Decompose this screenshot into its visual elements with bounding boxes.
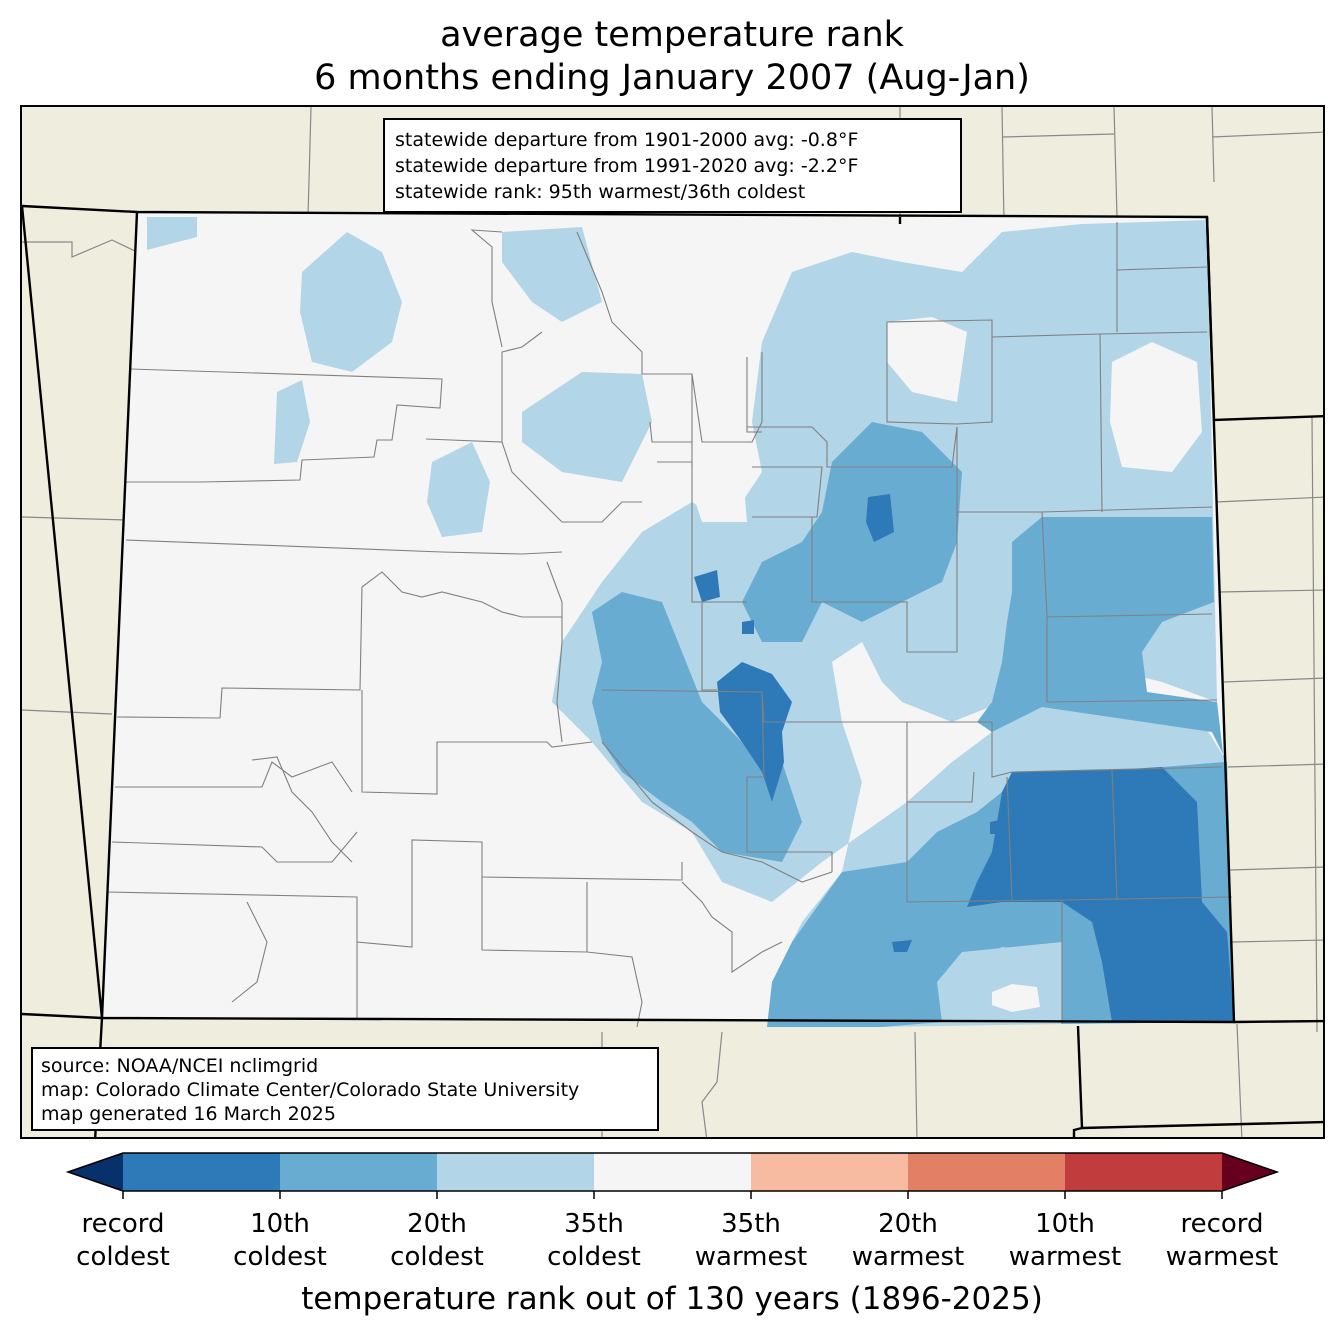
neighbor-state-lines — [22, 107, 1323, 1137]
tick-label-line2: coldest — [76, 1242, 170, 1272]
colorbar-tick-label: 20th coldest — [357, 1208, 517, 1274]
colorbar-tick-label: record coldest — [43, 1208, 203, 1274]
tick-label-line1: 20th — [878, 1209, 938, 1239]
colorbar-tick-label: 10th warmest — [985, 1208, 1145, 1274]
colorbar-bin-3 — [594, 1153, 752, 1191]
map-credit-line: map: Colorado Climate Center/Colorado St… — [41, 1079, 580, 1101]
tick-label-line2: warmest — [694, 1242, 808, 1272]
tick-label-line2: warmest — [1008, 1242, 1122, 1272]
county-lines — [106, 222, 1233, 1028]
colorbar-legend — [0, 1140, 1344, 1337]
source-line: source: NOAA/NCEI nclimgrid — [41, 1055, 319, 1077]
rank-shading — [147, 217, 1234, 1027]
colorbar-bin-5 — [908, 1153, 1066, 1191]
tick-label-line1: 20th — [407, 1209, 467, 1239]
colorbar-tick-label: record warmest — [1142, 1208, 1302, 1274]
stats-statewide-rank: statewide rank: 95th warmest/36th coldes… — [395, 181, 806, 203]
colorbar-bin-6 — [1065, 1153, 1223, 1191]
colorbar-tick-label: 35th warmest — [671, 1208, 831, 1274]
tick-label-line2: warmest — [1165, 1242, 1279, 1272]
colorbar-extend-low — [68, 1153, 123, 1191]
chart-title-line1: average temperature rank — [440, 15, 904, 55]
colorbar-bin-0 — [123, 1153, 281, 1191]
colorbar-extend-high — [1222, 1153, 1277, 1191]
colorbar-bin-2 — [437, 1153, 595, 1191]
tick-label-line2: coldest — [233, 1242, 327, 1272]
source-box: source: NOAA/NCEI nclimgrid map: Colorad… — [31, 1047, 659, 1131]
stats-departure-1991-2020: statewide departure from 1991-2020 avg: … — [395, 155, 859, 177]
tick-label-line2: warmest — [851, 1242, 965, 1272]
colorbar — [65, 1152, 1280, 1199]
colorbar-tick-label: 35th coldest — [514, 1208, 674, 1274]
colorbar-tick-label: 10th coldest — [200, 1208, 360, 1274]
stats-departure-1901-2000: statewide departure from 1901-2000 avg: … — [395, 129, 859, 151]
map-frame — [20, 105, 1325, 1139]
colorbar-bin-4 — [751, 1153, 909, 1191]
tick-label-line1: 35th — [564, 1209, 624, 1239]
tick-label-line1: 35th — [721, 1209, 781, 1239]
colorado-map — [22, 107, 1323, 1137]
colorbar-bin-1 — [280, 1153, 438, 1191]
colorbar-tick-label: 20th warmest — [828, 1208, 988, 1274]
tick-label-line2: coldest — [547, 1242, 641, 1272]
tick-label-line1: 10th — [1035, 1209, 1095, 1239]
colorbar-axis-label: temperature rank out of 130 years (1896-… — [301, 1281, 1043, 1317]
tick-label-line1: record — [1180, 1209, 1264, 1239]
statewide-stats-box: statewide departure from 1901-2000 avg: … — [383, 118, 962, 213]
tick-label-line1: record — [81, 1209, 165, 1239]
map-generated-line: map generated 16 March 2025 — [41, 1103, 336, 1125]
tick-label-line1: 10th — [250, 1209, 310, 1239]
tick-label-line2: coldest — [390, 1242, 484, 1272]
chart-title-line2: 6 months ending January 2007 (Aug-Jan) — [314, 58, 1030, 98]
